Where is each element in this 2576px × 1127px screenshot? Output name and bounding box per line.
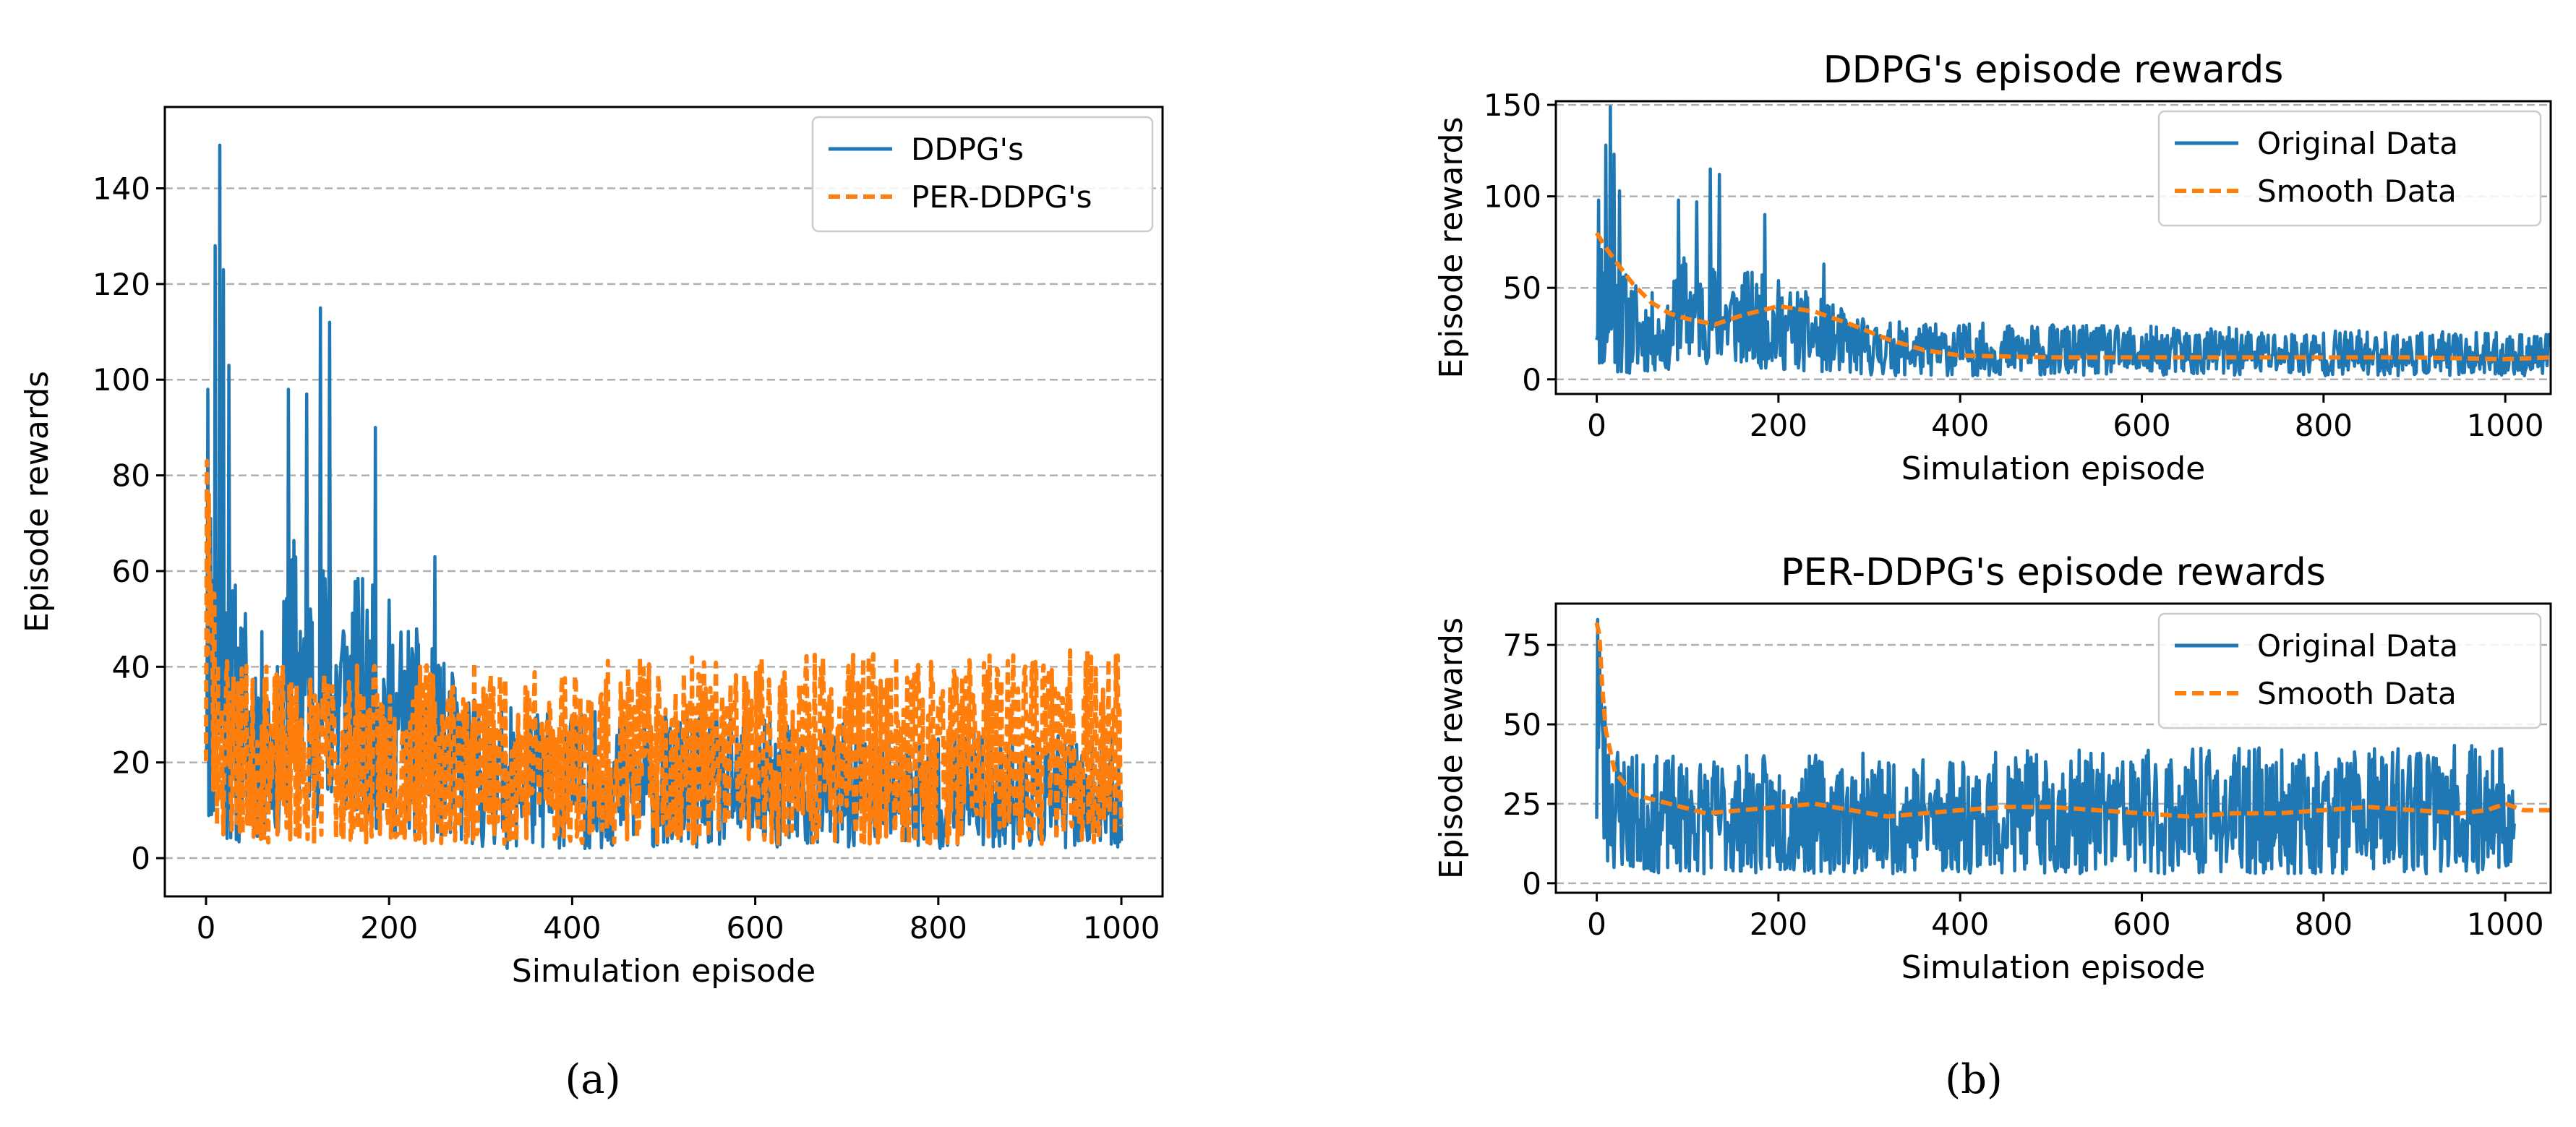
y-tick-label: 120 [93,267,150,302]
y-tick-label: 140 [93,171,150,207]
series-line-smooth-data [1594,231,2551,361]
x-tick-label: 400 [1931,907,1989,942]
series-line-per-ddpg-s [204,458,1124,847]
x-tick-label: 1000 [1083,910,1160,946]
y-axis-title: Episode rewards [19,371,56,633]
y-tick-label: 100 [1484,179,1541,215]
legend-label: Original Data [2257,126,2458,161]
y-axis-title: Episode rewards [1433,116,1470,378]
series-line-original-data [1595,617,2516,875]
x-tick-label: 600 [727,910,784,946]
x-tick-label: 200 [1750,907,1807,942]
x-tick-label: 600 [2113,408,2170,443]
y-tick-label: 80 [112,458,150,494]
y-tick-label: 40 [112,649,150,685]
legend-label: Smooth Data [2257,676,2457,711]
axes-frame [1554,602,2552,894]
y-tick-label: 75 [1503,627,1541,663]
x-tick-label: 600 [2113,907,2170,942]
x-tick-label: 800 [2295,907,2353,942]
series-line-smooth-data [1594,622,2551,819]
y-tick-label: 0 [131,841,150,876]
x-axis-title: Simulation episode [1901,450,2205,487]
series-line-original-data [1595,105,2551,377]
legend-label: DDPG's [911,132,1024,167]
legend-box [811,116,1154,233]
axes-frame [1554,100,2552,395]
x-tick-label: 400 [1931,408,1989,443]
y-tick-label: 50 [1503,270,1541,306]
x-axis-title: Simulation episode [512,953,816,990]
y-tick-label: 150 [1484,87,1541,123]
y-tick-label: 50 [1503,707,1541,742]
chart-title: DDPG's episode rewards [1823,48,2284,92]
x-tick-label: 800 [910,910,967,946]
chart-title: PER-DDPG's episode rewards [1781,551,2326,594]
y-tick-label: 20 [112,745,150,781]
y-tick-label: 0 [1522,866,1541,901]
caption-b: (b) [1945,1056,2003,1103]
legend-label: PER-DDPG's [911,179,1092,215]
x-tick-label: 0 [1587,408,1606,443]
x-tick-label: 800 [2295,408,2353,443]
chart-b-bottom: 0 200 400 600 800 1000 0 25 50 75 Simulation episo… [1433,551,2552,986]
legend-label: Original Data [2257,628,2458,664]
x-tick-label: 0 [197,910,216,946]
series-line-ddpg-s [204,143,1124,851]
y-tick-label: 25 [1503,787,1541,822]
x-tick-label: 1000 [2467,408,2544,443]
x-tick-label: 200 [1750,408,1807,443]
y-tick-label: 0 [1522,362,1541,398]
x-tick-label: 200 [360,910,418,946]
legend-label: Smooth Data [2257,173,2457,209]
caption-a: (a) [565,1056,620,1103]
y-tick-label: 100 [93,362,150,398]
y-axis-title: Episode rewards [1433,617,1470,879]
x-tick-label: 0 [1587,907,1606,942]
x-axis-title: Simulation episode [1901,949,2205,986]
chart-b-top: 0 200 400 600 800 1000 0 50 100 150 Simulation epi… [1433,48,2552,487]
x-tick-label: 400 [543,910,601,946]
chart-a: 0 200 400 600 800 1000 0 20 40 60 80 100 120 140 Simul… [19,106,1164,990]
axes-frame [163,106,1164,898]
x-tick-label: 1000 [2467,907,2544,942]
legend-box [2157,612,2542,729]
legend-box [2157,110,2542,227]
y-tick-label: 60 [112,554,150,589]
